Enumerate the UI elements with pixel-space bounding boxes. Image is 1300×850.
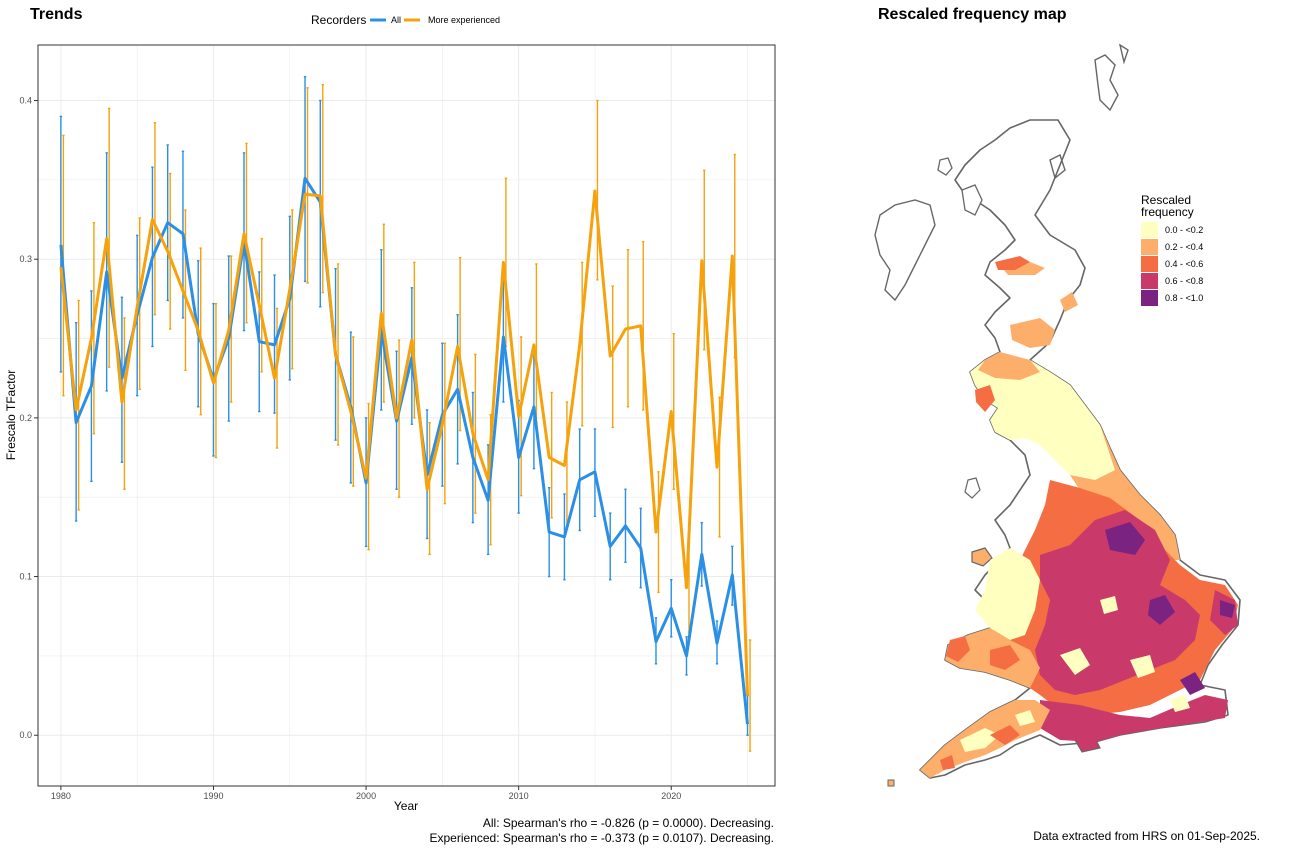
- map-legend-label: 0.4 - <0.6: [1165, 259, 1203, 269]
- y-tick-label: 0.2: [19, 413, 32, 423]
- caption-all: All: Spearman's rho = -0.826 (p = 0.0000…: [483, 816, 774, 830]
- plot-border: [37, 44, 776, 787]
- zone-red-north: [975, 256, 1030, 412]
- y-axis-ticks: 0.0 0.1 0.2 0.3 0.4: [19, 96, 38, 740]
- trends-plot: 1980 1990 2000 2010 2020 0.0 0.1 0.2 0.3 0.4: [19, 44, 776, 801]
- map-legend-title-line1: Rescaled: [1141, 193, 1191, 207]
- zone-southwest-red: [940, 725, 1020, 770]
- shetland-orkney: [1049, 43, 1129, 180]
- isle-of-man: [964, 477, 981, 499]
- zone-southwest-pale: [960, 710, 1035, 752]
- series-line-experienced: [59, 189, 749, 696]
- map-legend-swatch: [1141, 239, 1158, 255]
- hebrides: [937, 157, 983, 216]
- zone-scotland-sparse: [1000, 262, 1078, 312]
- x-tick-label: 2000: [356, 791, 376, 801]
- y-tick-label: 0.3: [19, 254, 32, 264]
- zone-mid-north-coast: [978, 318, 1055, 380]
- map-title: Rescaled frequency map: [878, 6, 1067, 23]
- map-legend-label: 0.2 - <0.4: [1165, 242, 1203, 252]
- scilly: [887, 779, 895, 787]
- caption-experienced: Experienced: Spearman's rho = -0.373 (p …: [430, 831, 775, 845]
- map-caption: Data extracted from HRS on 01-Sep-2025.: [1033, 829, 1260, 843]
- zone-purple-cores: [1105, 522, 1235, 695]
- trends-title: Trends: [30, 6, 83, 23]
- zone-orange-east: [1070, 425, 1180, 560]
- zone-low-north: [970, 352, 1115, 480]
- map-legend-swatch: [1141, 290, 1158, 306]
- zone-wales-red: [946, 636, 1020, 670]
- series-line-all: [59, 176, 749, 725]
- gb-frequency-map: [874, 43, 1241, 787]
- zone-wales: [975, 548, 1040, 640]
- map-legend-items: 0.0 - <0.2 0.2 - <0.4 0.4 - <0.6 0.6 - <0.8…: [1141, 222, 1203, 306]
- x-axis-ticks: 1980 1990 2000 2010 2020: [51, 786, 681, 801]
- x-tick-label: 2020: [661, 791, 681, 801]
- y-tick-label: 0.4: [19, 96, 32, 106]
- map-legend-swatch: [1141, 256, 1158, 272]
- anglesey: [971, 547, 993, 567]
- map-legend: Rescaled frequency 0.0 - <0.20.2 - <0.40…: [1141, 193, 1203, 306]
- zone-magenta-core: [1035, 510, 1200, 695]
- scotland-west-islands: [874, 199, 936, 302]
- legend-title: Recorders: [311, 13, 366, 27]
- y-tick-label: 0.0: [19, 730, 32, 740]
- plot-background: [38, 45, 775, 786]
- zone-pale-patches: [1060, 596, 1190, 712]
- x-tick-label: 1980: [51, 791, 71, 801]
- map-legend-swatch: [1141, 273, 1158, 289]
- series-lines: [59, 176, 749, 725]
- y-tick-label: 0.1: [19, 572, 32, 582]
- map-legend-label: 0.8 - <1.0: [1165, 293, 1203, 303]
- plot-grid: [38, 45, 775, 786]
- x-tick-label: 2010: [509, 791, 529, 801]
- y-axis-label: Frescalo TFactor: [4, 370, 18, 460]
- legend-label-all: All: [391, 15, 401, 25]
- x-axis-label: Year: [394, 799, 418, 813]
- map-legend-label: 0.0 - <0.2: [1165, 225, 1203, 235]
- map-legend-title-line2: frequency: [1141, 205, 1194, 219]
- map-legend-label: 0.6 - <0.8: [1165, 276, 1203, 286]
- legend-label-experienced: More experienced: [428, 15, 500, 25]
- trends-legend: Recorders All More experienced: [311, 13, 500, 27]
- x-tick-label: 1990: [203, 791, 223, 801]
- map-legend-swatch: [1141, 222, 1158, 238]
